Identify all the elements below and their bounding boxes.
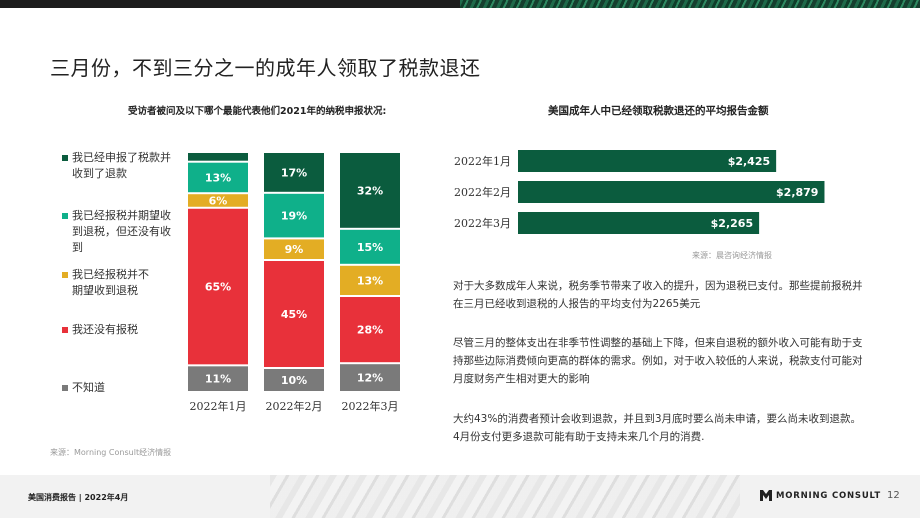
- legend-item: 不知道: [62, 380, 182, 396]
- data-label: 45%: [281, 308, 307, 321]
- bar-chart-title: 美国成年人中已经领取税款退还的平均报告金额: [548, 105, 769, 117]
- page-title: 三月份，不到三分之一的成年人领取了税款退还: [50, 56, 481, 80]
- morning-consult-logo-icon: [760, 490, 772, 501]
- y-tick-label: 2022年3月: [454, 216, 511, 230]
- stacked-bar-segment: [264, 193, 324, 238]
- stacked-bar-segment: [340, 153, 400, 228]
- data-label: 17%: [281, 166, 307, 179]
- bar-chart-source: 来源：晨咨询经济情报: [692, 251, 772, 260]
- page-number: 12: [887, 490, 900, 501]
- data-label: 13%: [357, 274, 383, 287]
- data-label: 10%: [281, 374, 307, 387]
- stacked-bar-segment: [188, 162, 248, 193]
- bar: [518, 150, 777, 172]
- stacked-bar-segment: [264, 369, 324, 391]
- data-label: 28%: [357, 324, 383, 337]
- top-decorative-pattern: [460, 0, 920, 8]
- stacked-bar-segment: [188, 153, 248, 161]
- data-label: 19%: [281, 210, 307, 223]
- stacked-chart-source: 来源：Morning Consult经济情报: [50, 448, 172, 457]
- stacked-bar-segment: [188, 366, 248, 391]
- y-tick-label: 2022年1月: [454, 154, 511, 168]
- legend-item: 我还没有报税: [62, 322, 182, 338]
- data-label: 65%: [205, 281, 231, 294]
- legend-item: 我已经报税并不 期望收到退税: [62, 267, 182, 299]
- legend-label-line: 收到了退款: [72, 167, 127, 180]
- data-label: $2,425: [728, 155, 770, 168]
- data-label: 15%: [357, 241, 383, 254]
- stacked-bar-segment: [188, 194, 248, 207]
- legend-swatch: [62, 327, 68, 333]
- legend-label-line: 到退税，但还没有收: [72, 225, 171, 238]
- footer-report-label: 美国消费报告 | 2022年4月: [28, 493, 129, 502]
- legend-label-line: 不知道: [72, 381, 105, 394]
- x-tick-label: 2022年2月: [266, 399, 323, 413]
- legend-swatch: [62, 213, 68, 219]
- data-label: 6%: [209, 194, 228, 207]
- data-label: 9%: [285, 243, 304, 256]
- stacked-bar-segment: [264, 239, 324, 259]
- stacked-bar-chart: 11% 65% 6% 13% 2022年1月 10% 45% 9% 19% 17% 2022年2月 1…: [188, 153, 400, 413]
- legend-label-line: 到: [72, 241, 83, 254]
- paragraph-2: 尽管三月的整体支出在非季节性调整的基础上下降，但来自退税的额外收入可能有助于支持…: [453, 337, 863, 385]
- legend-label-line: 期望收到退税: [72, 284, 138, 297]
- bar: [518, 181, 825, 203]
- paragraph-3: 大约43%的消费者预计会收到退款，并且到3月底时要么尚未申请，要么尚未收到退款。…: [453, 413, 862, 443]
- legend-label-line: 我已经申报了税款并: [72, 151, 171, 164]
- y-tick-label: 2022年2月: [454, 185, 511, 199]
- legend-swatch: [62, 385, 68, 391]
- legend-item: 我已经报税并期望收 到退税，但还没有收到: [62, 208, 182, 256]
- data-label: 32%: [357, 184, 383, 197]
- data-label: 11%: [205, 373, 231, 386]
- footer-decorative-pattern: [270, 475, 740, 518]
- legend-label-line: 我已经报税并不: [72, 268, 149, 281]
- paragraph-1: 对于大多数成年人来说，税务季节带来了收入的提升，因为退税已支付。那些提前报税并在…: [453, 280, 863, 310]
- legend-label-line: 我还没有报税: [72, 323, 138, 336]
- horizontal-bar-chart: 2022年1月 $2,425 2022年2月 $2,879 2022年3月 $2,265: [454, 150, 825, 234]
- bar: [518, 212, 760, 234]
- data-label: $2,265: [711, 217, 753, 230]
- legend-item: 我已经申报了税款并 收到了退款: [62, 150, 182, 182]
- stacked-bar-segment: [264, 153, 324, 192]
- x-tick-label: 2022年3月: [342, 399, 399, 413]
- legend-label-line: 我已经报税并期望收: [72, 209, 171, 222]
- stacked-bar-segment: [188, 208, 248, 365]
- data-label: 13%: [205, 171, 231, 184]
- stacked-bar-segment: [340, 229, 400, 264]
- brand-name: MORNING CONSULT: [776, 491, 881, 501]
- legend-swatch: [62, 272, 68, 278]
- x-tick-label: 2022年1月: [190, 399, 247, 413]
- stacked-bar-segment: [264, 261, 324, 367]
- legend-swatch: [62, 155, 68, 161]
- stacked-bar-segment: [340, 265, 400, 295]
- stacked-bar-segment: [340, 297, 400, 363]
- data-label: 12%: [357, 372, 383, 385]
- data-label: $2,879: [776, 186, 818, 199]
- stacked-chart-title: 受访者被问及以下哪个最能代表他们2021年的纳税申报状况:: [128, 106, 387, 117]
- stacked-bar-segment: [340, 364, 400, 391]
